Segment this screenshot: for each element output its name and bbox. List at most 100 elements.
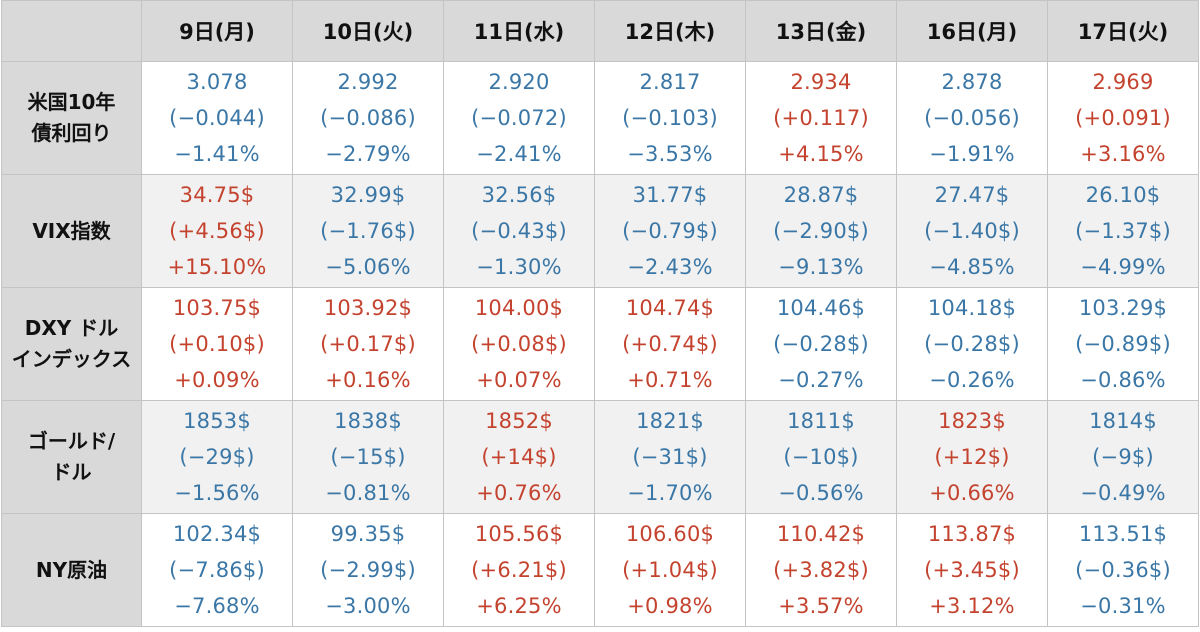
data-cell: 1853$ (−29$) −1.56% [141,400,293,514]
cell-pct: −4.99% [1080,255,1166,279]
cell-change: (−0.36$) [1075,558,1171,582]
cell-change: (−0.79$) [622,219,718,243]
data-cell: 1814$ (−9$) −0.49% [1047,400,1199,514]
cell-change: (−0.072) [471,106,567,130]
data-cell: 1852$ (+14$) +0.76% [443,400,595,514]
cell-pct: +6.25% [476,594,562,618]
cell-pct: −1.70% [627,481,713,505]
cell-value: 1852$ [485,409,553,433]
row-label: DXY ドル インデックス [1,287,142,401]
cell-value: 1838$ [334,409,402,433]
cell-value: 2.969 [1092,70,1154,94]
data-cell: 110.42$ (+3.82$) +3.57% [745,513,897,627]
table-row: 米国10年 債利回り 3.078 (−0.044) −1.41% 2.992 (−0.086… [1,61,1199,175]
cell-pct: −2.79% [325,142,411,166]
row-label-line: NY原油 [35,557,108,582]
cell-change: (−0.28$) [924,332,1020,356]
data-cell: 103.92$ (+0.17$) +0.16% [292,287,444,401]
cell-value: 2.934 [790,70,852,94]
header-day-1: 9日(月) [141,0,293,62]
table-row: ゴールド/ドル 1853$ (−29$) −1.56% 1838$ (−15$) −0.81… [1,400,1199,514]
data-cell: 1811$ (−10$) −0.56% [745,400,897,514]
cell-pct: −0.26% [929,368,1015,392]
cell-value: 104.46$ [776,296,866,320]
cell-change: (−9$) [1092,445,1154,469]
cell-pct: −2.43% [627,255,713,279]
cell-value: 32.56$ [481,183,557,207]
cell-value: 113.87$ [927,522,1017,546]
cell-pct: −0.49% [1080,481,1166,505]
row-label-line: 米国10年 [27,90,116,114]
cell-pct: −2.41% [476,142,562,166]
cell-change: (−0.28$) [773,332,869,356]
cell-change: (+0.10$) [169,332,265,356]
data-cell: 32.99$ (−1.76$) −5.06% [292,174,444,288]
header-corner-cell [1,0,142,62]
cell-value: 31.77$ [632,183,708,207]
data-cell: 31.77$ (−0.79$) −2.43% [594,174,746,288]
row-label-line: DXY ドル [24,316,119,340]
cell-pct: −0.27% [778,368,864,392]
cell-change: (−1.37$) [1075,219,1171,243]
cell-pct: −3.53% [627,142,713,166]
cell-change: (−0.103) [622,106,718,130]
data-cell: 2.969 (+0.091) +3.16% [1047,61,1199,175]
cell-change: (+0.74$) [622,332,718,356]
cell-pct: +0.66% [929,481,1015,505]
data-cell: 104.74$ (+0.74$) +0.71% [594,287,746,401]
cell-value: 32.99$ [330,183,406,207]
cell-pct: +3.12% [929,594,1015,618]
data-cell: 3.078 (−0.044) −1.41% [141,61,293,175]
cell-value: 103.92$ [323,296,413,320]
data-cell: 2.817 (−0.103) −3.53% [594,61,746,175]
cell-change: (−31$) [632,445,708,469]
cell-value: 99.35$ [330,522,406,546]
cell-change: (−0.43$) [471,219,567,243]
cell-value: 26.10$ [1085,183,1161,207]
data-cell: 102.34$ (−7.86$) −7.68% [141,513,293,627]
cell-change: (+3.82$) [773,558,869,582]
cell-value: 1814$ [1089,409,1157,433]
row-label: 米国10年 債利回り [1,61,142,175]
data-cell: 105.56$ (+6.21$) +6.25% [443,513,595,627]
cell-change: (−1.40$) [924,219,1020,243]
cell-value: 103.75$ [172,296,262,320]
data-cell: 1821$ (−31$) −1.70% [594,400,746,514]
table-row: DXY ドル インデックス 103.75$ (+0.10$) +0.09% 103.92$… [1,287,1199,401]
cell-value: 113.51$ [1078,522,1168,546]
cell-value: 2.992 [337,70,399,94]
cell-pct: −9.13% [778,255,864,279]
cell-pct: +0.71% [627,368,713,392]
cell-value: 105.56$ [474,522,564,546]
cell-value: 110.42$ [776,522,866,546]
cell-change: (−10$) [783,445,859,469]
cell-pct: −1.41% [174,142,260,166]
cell-value: 106.60$ [625,522,715,546]
data-cell: 1838$ (−15$) −0.81% [292,400,444,514]
data-cell: 106.60$ (+1.04$) +0.98% [594,513,746,627]
row-label-line: VIX指数 [32,218,111,243]
cell-change: (+1.04$) [622,558,718,582]
cell-change: (−1.76$) [320,219,416,243]
cell-value: 1853$ [183,409,251,433]
data-cell: 26.10$ (−1.37$) −4.99% [1047,174,1199,288]
cell-value: 27.47$ [934,183,1010,207]
cell-pct: −0.81% [325,481,411,505]
data-cell: 2.934 (+0.117) +4.15% [745,61,897,175]
cell-change: (+3.45$) [924,558,1020,582]
cell-change: (−7.86$) [169,558,265,582]
data-cell: 27.47$ (−1.40$) −4.85% [896,174,1048,288]
cell-value: 1821$ [636,409,704,433]
cell-change: (+0.08$) [471,332,567,356]
data-cell: 32.56$ (−0.43$) −1.30% [443,174,595,288]
cell-pct: −1.56% [174,481,260,505]
cell-pct: −0.56% [778,481,864,505]
cell-pct: +0.16% [325,368,411,392]
table-body: 米国10年 債利回り 3.078 (−0.044) −1.41% 2.992 (−0.086… [1,61,1199,627]
cell-value: 1811$ [787,409,855,433]
cell-change: (−0.044) [169,106,265,130]
header-day-6: 16日(月) [896,0,1048,62]
data-cell: 2.878 (−0.056) −1.91% [896,61,1048,175]
cell-pct: +4.15% [778,142,864,166]
